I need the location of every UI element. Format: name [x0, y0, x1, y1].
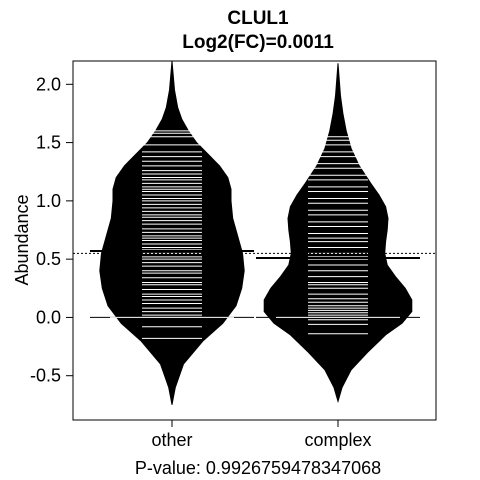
chart-subtitle: Log2(FC)=0.0011: [182, 32, 334, 53]
y-tick-label: 0.0: [36, 307, 61, 327]
y-tick-label: -0.5: [30, 366, 61, 386]
y-tick-label: 2.0: [36, 74, 61, 94]
y-axis-label: Abundance: [12, 194, 32, 285]
y-tick-label: 0.5: [36, 249, 61, 269]
x-tick-label-complex: complex: [304, 430, 371, 450]
y-tick-label: 1.5: [36, 133, 61, 153]
x-tick-label-other: other: [151, 430, 192, 450]
p-value-caption: P-value: 0.9926759478347068: [135, 458, 381, 478]
chart-title: CLUL1: [227, 8, 289, 29]
y-tick-label: 1.0: [36, 191, 61, 211]
